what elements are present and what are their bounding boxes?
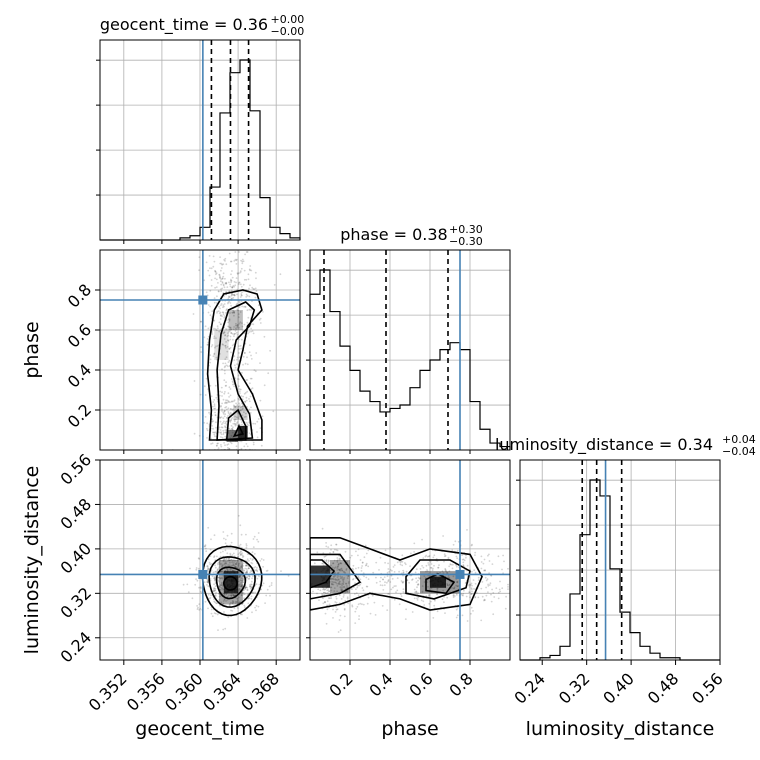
contour-line — [310, 537, 483, 611]
panel-phase-phase — [306, 249, 511, 451]
y-tick-label: 0.2 — [64, 400, 95, 431]
y-axis-label-phase: phase — [21, 321, 43, 378]
contour-line — [225, 408, 247, 441]
panel-geocent_time-geocent_time — [96, 39, 301, 241]
y-axis-luminosity_distance: 0.24 0.32 0.40 0.48 0.56 luminosity_distance — [21, 450, 100, 667]
contour-line — [215, 566, 247, 600]
contour-line — [232, 424, 245, 438]
x-tick-label: 0.48 — [644, 669, 683, 708]
y-tick-label: 0.40 — [57, 539, 96, 578]
x-tick-label: 0.364 — [199, 669, 245, 715]
truth-marker — [198, 569, 208, 579]
x-ticks-inner — [123, 450, 277, 454]
title-phase: phase = 0.38 +0.30−0.30 — [340, 223, 482, 248]
x-tick-label: 0.6 — [405, 669, 436, 700]
x-tick-label: 0.40 — [599, 669, 638, 708]
x-tick-label: 0.8 — [445, 669, 476, 700]
title-main-geocent_time: geocent_time = 0.36 — [100, 15, 268, 35]
panel-content — [310, 460, 510, 660]
y-tick-label: 0.4 — [64, 360, 95, 391]
y-tick-label: 0.8 — [64, 280, 95, 311]
x-axis-phase: 0.2 0.4 0.6 0.8 phase — [325, 660, 477, 740]
density-cell — [228, 310, 243, 330]
x-tick-label: 0.352 — [85, 669, 131, 715]
x-ticks-inner — [349, 450, 471, 454]
panel-content — [100, 250, 300, 450]
contour-line — [222, 575, 238, 591]
x-tick-label: 0.356 — [123, 669, 169, 715]
x-ticks-inner — [123, 240, 277, 244]
y-ticks-inner — [306, 459, 310, 639]
title-plus-geocent_time: +0.00 — [271, 13, 305, 26]
y-tick-label: 0.56 — [57, 450, 96, 489]
title-minus-geocent_time: −0.00 — [271, 25, 305, 38]
contour-line — [310, 559, 336, 589]
y-tick-label: 0.6 — [64, 320, 95, 351]
title-plus-phase: +0.30 — [449, 223, 483, 236]
truth-marker — [198, 295, 208, 305]
contour-line — [206, 289, 263, 441]
title-plus-luminosity_distance: +0.04 — [722, 433, 756, 446]
panel-geocent_time-phase — [99, 249, 301, 451]
density-cell — [233, 406, 248, 420]
truth-marker — [455, 569, 465, 579]
x-axis-label-luminosity_distance: luminosity_distance — [526, 718, 715, 740]
density-cell — [330, 560, 350, 594]
contour-line — [216, 301, 256, 441]
title-luminosity_distance: luminosity_distance = 0.34 +0.04−0.04 — [495, 433, 756, 458]
panel-phase-luminosity_distance — [309, 459, 511, 661]
title-minus-phase: −0.30 — [449, 235, 483, 248]
x-tick-label: 0.4 — [365, 669, 396, 700]
density-cell — [430, 576, 446, 588]
contour-line — [425, 573, 456, 595]
x-tick-label: 0.24 — [510, 669, 549, 708]
y-axis-label-luminosity_distance: luminosity_distance — [21, 466, 43, 655]
contour-line — [208, 556, 256, 608]
density-cell — [226, 430, 239, 442]
x-tick-label: 0.368 — [237, 669, 283, 715]
panel-geocent_time-luminosity_distance — [99, 459, 301, 661]
x-axis-label-phase: phase — [381, 718, 438, 740]
density-cell — [214, 330, 229, 360]
y-tick-label: 0.24 — [57, 628, 96, 667]
panel-frame — [519, 459, 721, 661]
x-axis-luminosity_distance: 0.24 0.32 0.40 0.48 0.56 luminosity_distance — [510, 660, 727, 740]
panel-content — [100, 460, 300, 660]
histogram-phase — [309, 269, 511, 450]
panel-frame — [309, 459, 511, 661]
x-tick-label: 0.2 — [325, 669, 356, 700]
x-tick-label: 0.32 — [555, 669, 594, 708]
x-axis-label-geocent_time: geocent_time — [135, 718, 264, 740]
title-minus-luminosity_distance: −0.04 — [722, 445, 756, 458]
x-tick-label: 0.360 — [161, 669, 207, 715]
title-main-phase: phase = 0.38 — [340, 225, 447, 244]
y-tick-label: 0.32 — [57, 583, 96, 622]
title-main-luminosity_distance: luminosity_distance = 0.34 — [495, 435, 713, 455]
y-tick-label: 0.48 — [57, 495, 96, 534]
y-axis-phase: 0.2 0.4 0.6 0.8 phase — [21, 280, 100, 432]
panel-frame — [309, 249, 511, 451]
density-cell — [238, 426, 248, 438]
contour-line — [310, 553, 362, 600]
x-tick-label: 0.56 — [688, 669, 727, 708]
panel-luminosity_distance-luminosity_distance — [516, 459, 721, 661]
histogram-luminosity_distance — [520, 479, 720, 661]
title-geocent_time: geocent_time = 0.36 +0.00−0.00 — [100, 13, 304, 38]
